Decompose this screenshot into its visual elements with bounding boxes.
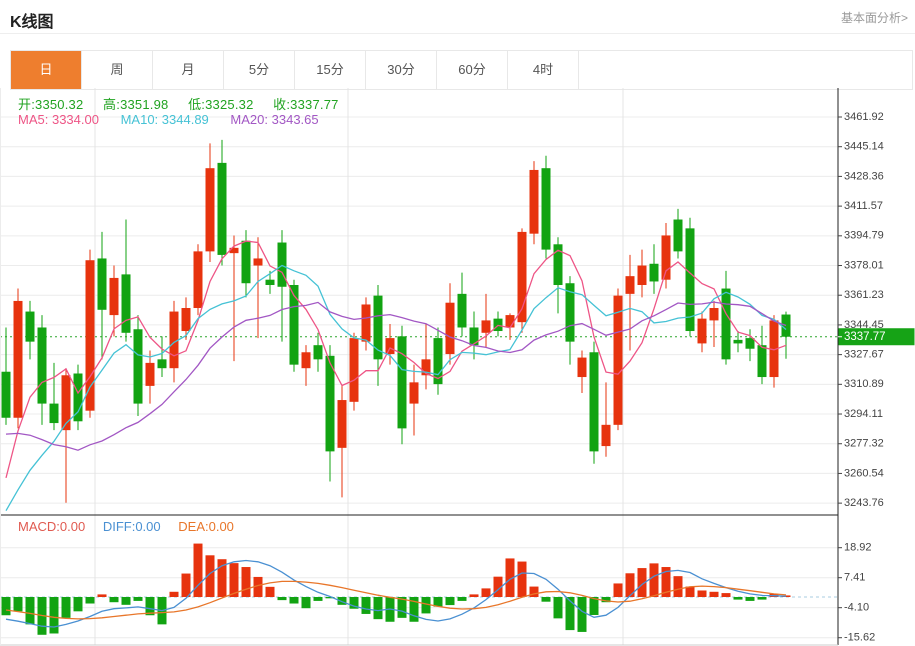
svg-text:3243.76: 3243.76 [844, 497, 884, 509]
timeframe-tabbar: 日 周 月 5分 15分 30分 60分 4时 [10, 50, 913, 90]
svg-text:3260.54: 3260.54 [844, 467, 884, 479]
tab-month[interactable]: 月 [153, 51, 224, 89]
tab-4hour[interactable]: 4时 [508, 51, 579, 89]
tab-60min[interactable]: 60分 [437, 51, 508, 89]
svg-text:3394.79: 3394.79 [844, 230, 884, 242]
svg-text:3294.11: 3294.11 [844, 408, 883, 420]
svg-text:3327.67: 3327.67 [844, 349, 884, 361]
svg-text:3461.92: 3461.92 [844, 111, 884, 123]
svg-text:3411.57: 3411.57 [844, 200, 883, 212]
svg-text:3277.32: 3277.32 [844, 438, 884, 450]
page-title: K线图 [10, 14, 54, 31]
svg-text:3337.77: 3337.77 [844, 331, 886, 343]
kline-chart-area: 3461.92 3445.14 3428.36 3411.57 3394.79 3378.… [0, 88, 915, 646]
svg-text:-15.62: -15.62 [844, 632, 875, 644]
svg-text:7.41: 7.41 [844, 572, 865, 584]
svg-text:3445.14: 3445.14 [844, 141, 884, 153]
header-divider [0, 33, 915, 34]
svg-text:-4.10: -4.10 [844, 602, 869, 614]
svg-text:3378.01: 3378.01 [844, 259, 884, 271]
tabbar-filler [579, 51, 912, 89]
tab-5min[interactable]: 5分 [224, 51, 295, 89]
svg-text:3310.89: 3310.89 [844, 378, 884, 390]
tab-week[interactable]: 周 [82, 51, 153, 89]
svg-text:3361.23: 3361.23 [844, 289, 884, 301]
tab-30min[interactable]: 30分 [366, 51, 437, 89]
candlestick-chart-canvas[interactable]: 3461.92 3445.14 3428.36 3411.57 3394.79 3378.… [0, 88, 915, 646]
tab-15min[interactable]: 15分 [295, 51, 366, 89]
svg-text:18.92: 18.92 [844, 542, 872, 554]
tab-day[interactable]: 日 [11, 51, 82, 89]
svg-text:3428.36: 3428.36 [844, 170, 884, 182]
fundamental-analysis-link[interactable]: 基本面分析> [840, 11, 908, 25]
svg-text:3344.45: 3344.45 [844, 319, 884, 331]
